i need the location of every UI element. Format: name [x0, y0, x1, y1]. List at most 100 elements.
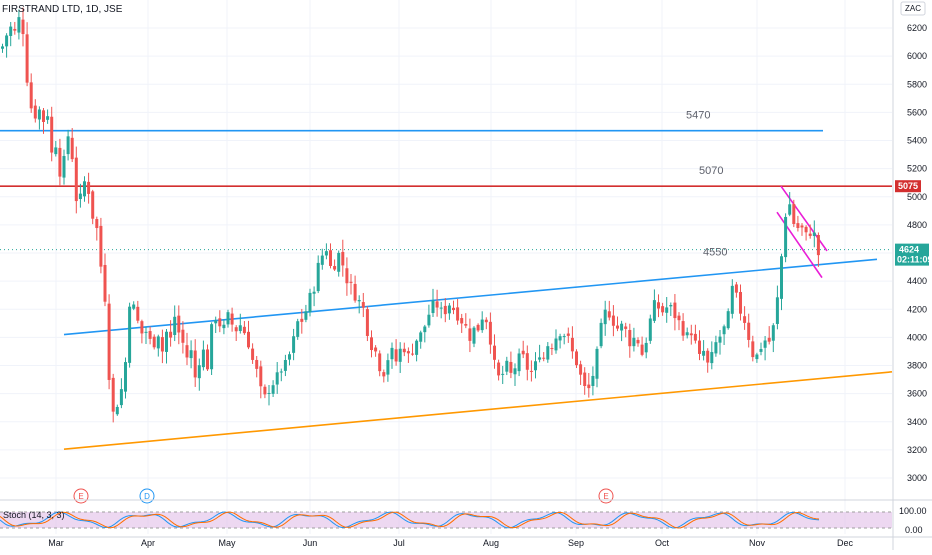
candle [628, 323, 632, 358]
candle-body [91, 191, 95, 219]
candle [632, 327, 636, 352]
candle [42, 108, 45, 134]
candle [534, 352, 537, 379]
candle-body [329, 250, 332, 266]
candle-body [78, 193, 82, 200]
candle-body [488, 321, 492, 345]
candle [743, 306, 747, 330]
candle [386, 353, 390, 382]
candle-body [83, 181, 86, 197]
price-tick-label: 5000 [907, 192, 927, 202]
candle-body [185, 345, 189, 358]
candle-body [95, 219, 99, 229]
candle [333, 259, 337, 271]
candle-body [9, 26, 13, 36]
candle [755, 352, 759, 363]
candle [390, 342, 394, 369]
candle [222, 319, 226, 335]
candle [427, 304, 431, 328]
candle [411, 343, 414, 356]
candle [583, 367, 587, 395]
candle-body [292, 336, 296, 353]
candle [423, 324, 427, 343]
candle [308, 288, 312, 317]
candle [267, 384, 271, 406]
candle-body [25, 34, 29, 83]
candle-body [128, 306, 132, 363]
candle [509, 351, 513, 379]
candle [361, 292, 365, 318]
candle [378, 350, 382, 377]
candle-body [402, 348, 406, 353]
candle [230, 307, 234, 332]
candle-body [386, 360, 390, 375]
currency-badge[interactable] [900, 1, 926, 16]
candle-body [132, 304, 136, 309]
candle-body [640, 344, 644, 355]
candle [611, 305, 615, 337]
candle-body [730, 285, 734, 314]
candle [517, 348, 521, 377]
candle-body [521, 350, 525, 355]
candle-body [156, 336, 160, 349]
candle-body [800, 225, 804, 228]
candle-body [542, 357, 546, 359]
candle-body [169, 331, 173, 338]
candle-body [320, 255, 324, 265]
lower-trendline[interactable] [63, 371, 893, 450]
candle-body [251, 348, 255, 360]
candle-body [107, 303, 111, 380]
candle [780, 253, 783, 311]
event-marker[interactable]: E [598, 488, 614, 504]
candle-body [370, 337, 373, 351]
candle-body [665, 307, 669, 313]
candle-body [234, 327, 238, 332]
candle-body [480, 319, 484, 331]
price-tick-label: 6000 [907, 51, 927, 61]
candle [472, 326, 476, 348]
candle-body [324, 251, 328, 256]
candle-body [816, 235, 820, 256]
candle [439, 301, 443, 319]
candle [624, 322, 628, 338]
candle-body [603, 309, 607, 325]
candle [148, 326, 152, 345]
candle [607, 300, 611, 321]
candle-body [415, 340, 419, 355]
candle [550, 343, 554, 356]
candle-body [718, 336, 722, 343]
candle [218, 310, 222, 333]
candle [562, 333, 566, 345]
candle [283, 354, 287, 377]
candle [419, 330, 423, 349]
candle-body [534, 361, 537, 371]
candle-body [558, 336, 562, 341]
candles-layer [1, 7, 820, 423]
candle-body [17, 17, 21, 33]
candle-body [616, 325, 619, 329]
event-marker[interactable]: D [139, 488, 155, 504]
candle [591, 366, 595, 396]
candle-body [628, 329, 632, 347]
candle-body [390, 347, 394, 360]
candle [739, 284, 742, 321]
candle [115, 404, 119, 416]
candle [62, 149, 66, 185]
candle-body [140, 321, 144, 334]
candle-body [337, 252, 341, 272]
event-marker[interactable]: E [73, 488, 89, 504]
candle [300, 308, 304, 334]
candle-body [747, 322, 751, 340]
price-tick-label: 4000 [907, 332, 927, 342]
candle-body [468, 328, 472, 341]
candle [365, 306, 369, 342]
candle-body [562, 336, 566, 338]
upper-trendline[interactable] [63, 258, 878, 336]
candle-body [443, 305, 447, 315]
candle-body [173, 316, 177, 335]
candle [505, 356, 509, 376]
candle-body [681, 321, 685, 336]
candle [370, 330, 373, 358]
candle [452, 300, 455, 315]
